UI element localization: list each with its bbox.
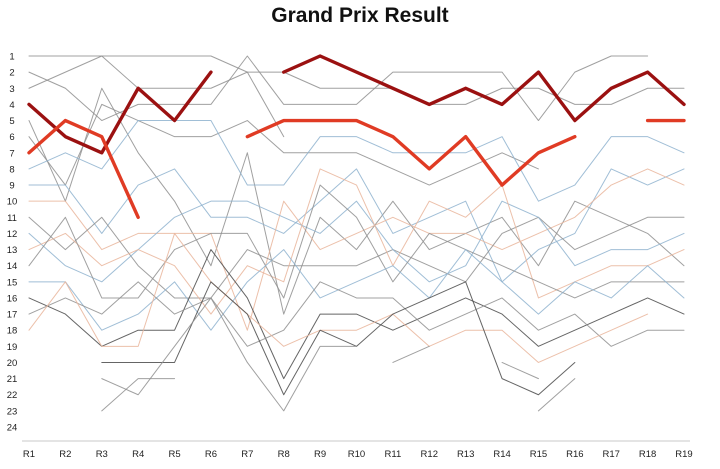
x-tick-label: R2 <box>59 449 71 460</box>
background-series <box>28 168 685 331</box>
series-line <box>27 118 140 220</box>
background-series <box>28 249 685 331</box>
y-tick-label: 16 <box>7 293 18 304</box>
y-tick-label: 18 <box>7 326 18 337</box>
chart-title: Grand Prix Result <box>271 4 449 27</box>
x-tick-label: R7 <box>241 449 253 460</box>
y-tick-label: 1 <box>9 52 14 63</box>
background-series <box>28 168 685 283</box>
x-tick-label: R11 <box>385 449 402 460</box>
series-line <box>282 54 686 123</box>
series-line <box>537 378 576 412</box>
background-series <box>101 297 576 412</box>
y-tick-label: 21 <box>7 374 18 385</box>
background-series <box>28 249 685 380</box>
series-line <box>27 70 213 155</box>
y-tick-label: 9 <box>9 181 14 192</box>
series-line <box>28 87 685 315</box>
background-series <box>101 281 576 396</box>
series-line <box>101 378 176 412</box>
x-tick-label: R18 <box>639 449 656 460</box>
x-tick-label: R3 <box>96 449 108 460</box>
background-series <box>28 55 685 105</box>
y-tick-label: 13 <box>7 245 18 256</box>
y-tick-label: 19 <box>7 342 18 353</box>
x-tick-label: R14 <box>493 449 510 460</box>
background-series <box>28 55 649 122</box>
x-tick-label: R13 <box>457 449 474 460</box>
series-line <box>28 55 285 138</box>
series-line <box>101 297 357 412</box>
series-line <box>28 184 685 299</box>
highlight-series-dark <box>27 54 686 155</box>
axes: 123456789101112131415161718192021222324R… <box>7 52 693 461</box>
background-series-group <box>28 55 685 412</box>
x-tick-label: R17 <box>603 449 620 460</box>
series-line <box>28 168 685 331</box>
background-series <box>28 87 685 315</box>
background-series <box>28 184 685 299</box>
y-tick-label: 14 <box>7 261 18 272</box>
y-tick-label: 15 <box>7 277 18 288</box>
y-tick-label: 10 <box>7 197 18 208</box>
x-tick-label: R4 <box>132 449 144 460</box>
background-series <box>101 378 176 412</box>
y-tick-label: 12 <box>7 229 18 240</box>
x-tick-label: R12 <box>421 449 438 460</box>
x-tick-label: R9 <box>314 449 326 460</box>
x-tick-label: R15 <box>530 449 547 460</box>
highlight-series-red <box>27 118 686 220</box>
y-tick-label: 2 <box>9 68 14 79</box>
series-line <box>28 55 685 105</box>
series-line <box>28 216 685 299</box>
x-tick-label: R8 <box>278 449 290 460</box>
series-line <box>501 361 539 380</box>
background-series <box>28 55 285 138</box>
y-tick-label: 7 <box>9 148 14 159</box>
series-line <box>28 249 685 380</box>
y-tick-label: 6 <box>9 132 14 143</box>
highlight-series-group <box>27 54 686 220</box>
y-tick-label: 20 <box>7 358 18 369</box>
y-tick-label: 23 <box>7 406 18 417</box>
x-tick-label: R16 <box>566 449 583 460</box>
y-tick-label: 4 <box>9 100 14 111</box>
y-tick-label: 5 <box>9 116 14 127</box>
x-tick-label: R19 <box>675 449 692 460</box>
series-line <box>28 232 649 363</box>
background-series <box>28 281 685 347</box>
series-line <box>28 249 685 331</box>
background-series <box>28 232 649 363</box>
y-tick-label: 3 <box>9 84 14 95</box>
y-tick-label: 8 <box>9 164 14 175</box>
series-line <box>245 118 577 187</box>
x-tick-label: R10 <box>348 449 365 460</box>
background-series <box>28 216 685 299</box>
series-line <box>28 168 685 283</box>
series-line <box>101 281 576 396</box>
series-line <box>28 120 685 202</box>
y-tick-label: 17 <box>7 310 18 321</box>
y-tick-label: 24 <box>7 423 18 434</box>
y-tick-label: 22 <box>7 390 18 401</box>
series-line <box>28 55 649 122</box>
background-series <box>392 345 539 380</box>
x-tick-label: R1 <box>23 449 35 460</box>
x-tick-label: R6 <box>205 449 217 460</box>
background-series <box>28 120 685 202</box>
series-line <box>28 281 685 347</box>
x-tick-label: R5 <box>168 449 180 460</box>
y-tick-label: 11 <box>7 213 17 224</box>
series-line <box>392 345 430 363</box>
